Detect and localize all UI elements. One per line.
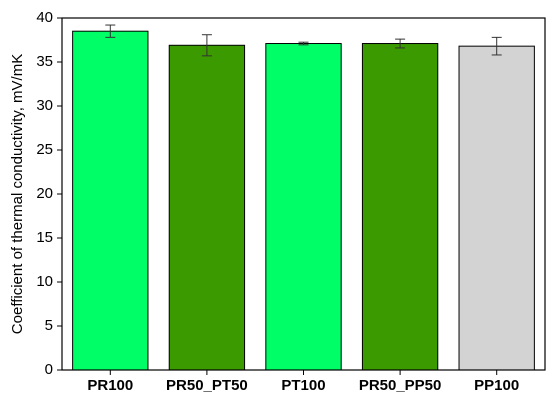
x-tick-label: PT100	[281, 377, 325, 394]
x-tick-label: PR100	[87, 377, 133, 394]
y-axis-label: Coefficient of thermal conductivity, mV/…	[9, 54, 26, 334]
y-tick-label: 30	[36, 97, 53, 114]
bar	[168, 44, 246, 371]
y-tick-label: 25	[36, 141, 53, 158]
bar	[361, 43, 439, 371]
y-tick-label: 20	[36, 185, 53, 202]
x-tick-label: PR50_PP50	[359, 377, 442, 394]
bar	[458, 45, 535, 371]
y-tick-label: 10	[36, 273, 53, 290]
y-tick-label: 0	[45, 361, 53, 378]
x-tick-label: PR50_PT50	[166, 377, 248, 394]
y-tick-label: 15	[36, 229, 53, 246]
plot-frame	[61, 17, 546, 371]
bar	[265, 43, 342, 371]
bar	[72, 30, 149, 371]
y-tick-label: 5	[45, 317, 53, 334]
y-tick-label: 35	[36, 53, 53, 70]
x-tick-label: PP100	[474, 377, 519, 394]
y-tick-label: 40	[36, 9, 53, 26]
